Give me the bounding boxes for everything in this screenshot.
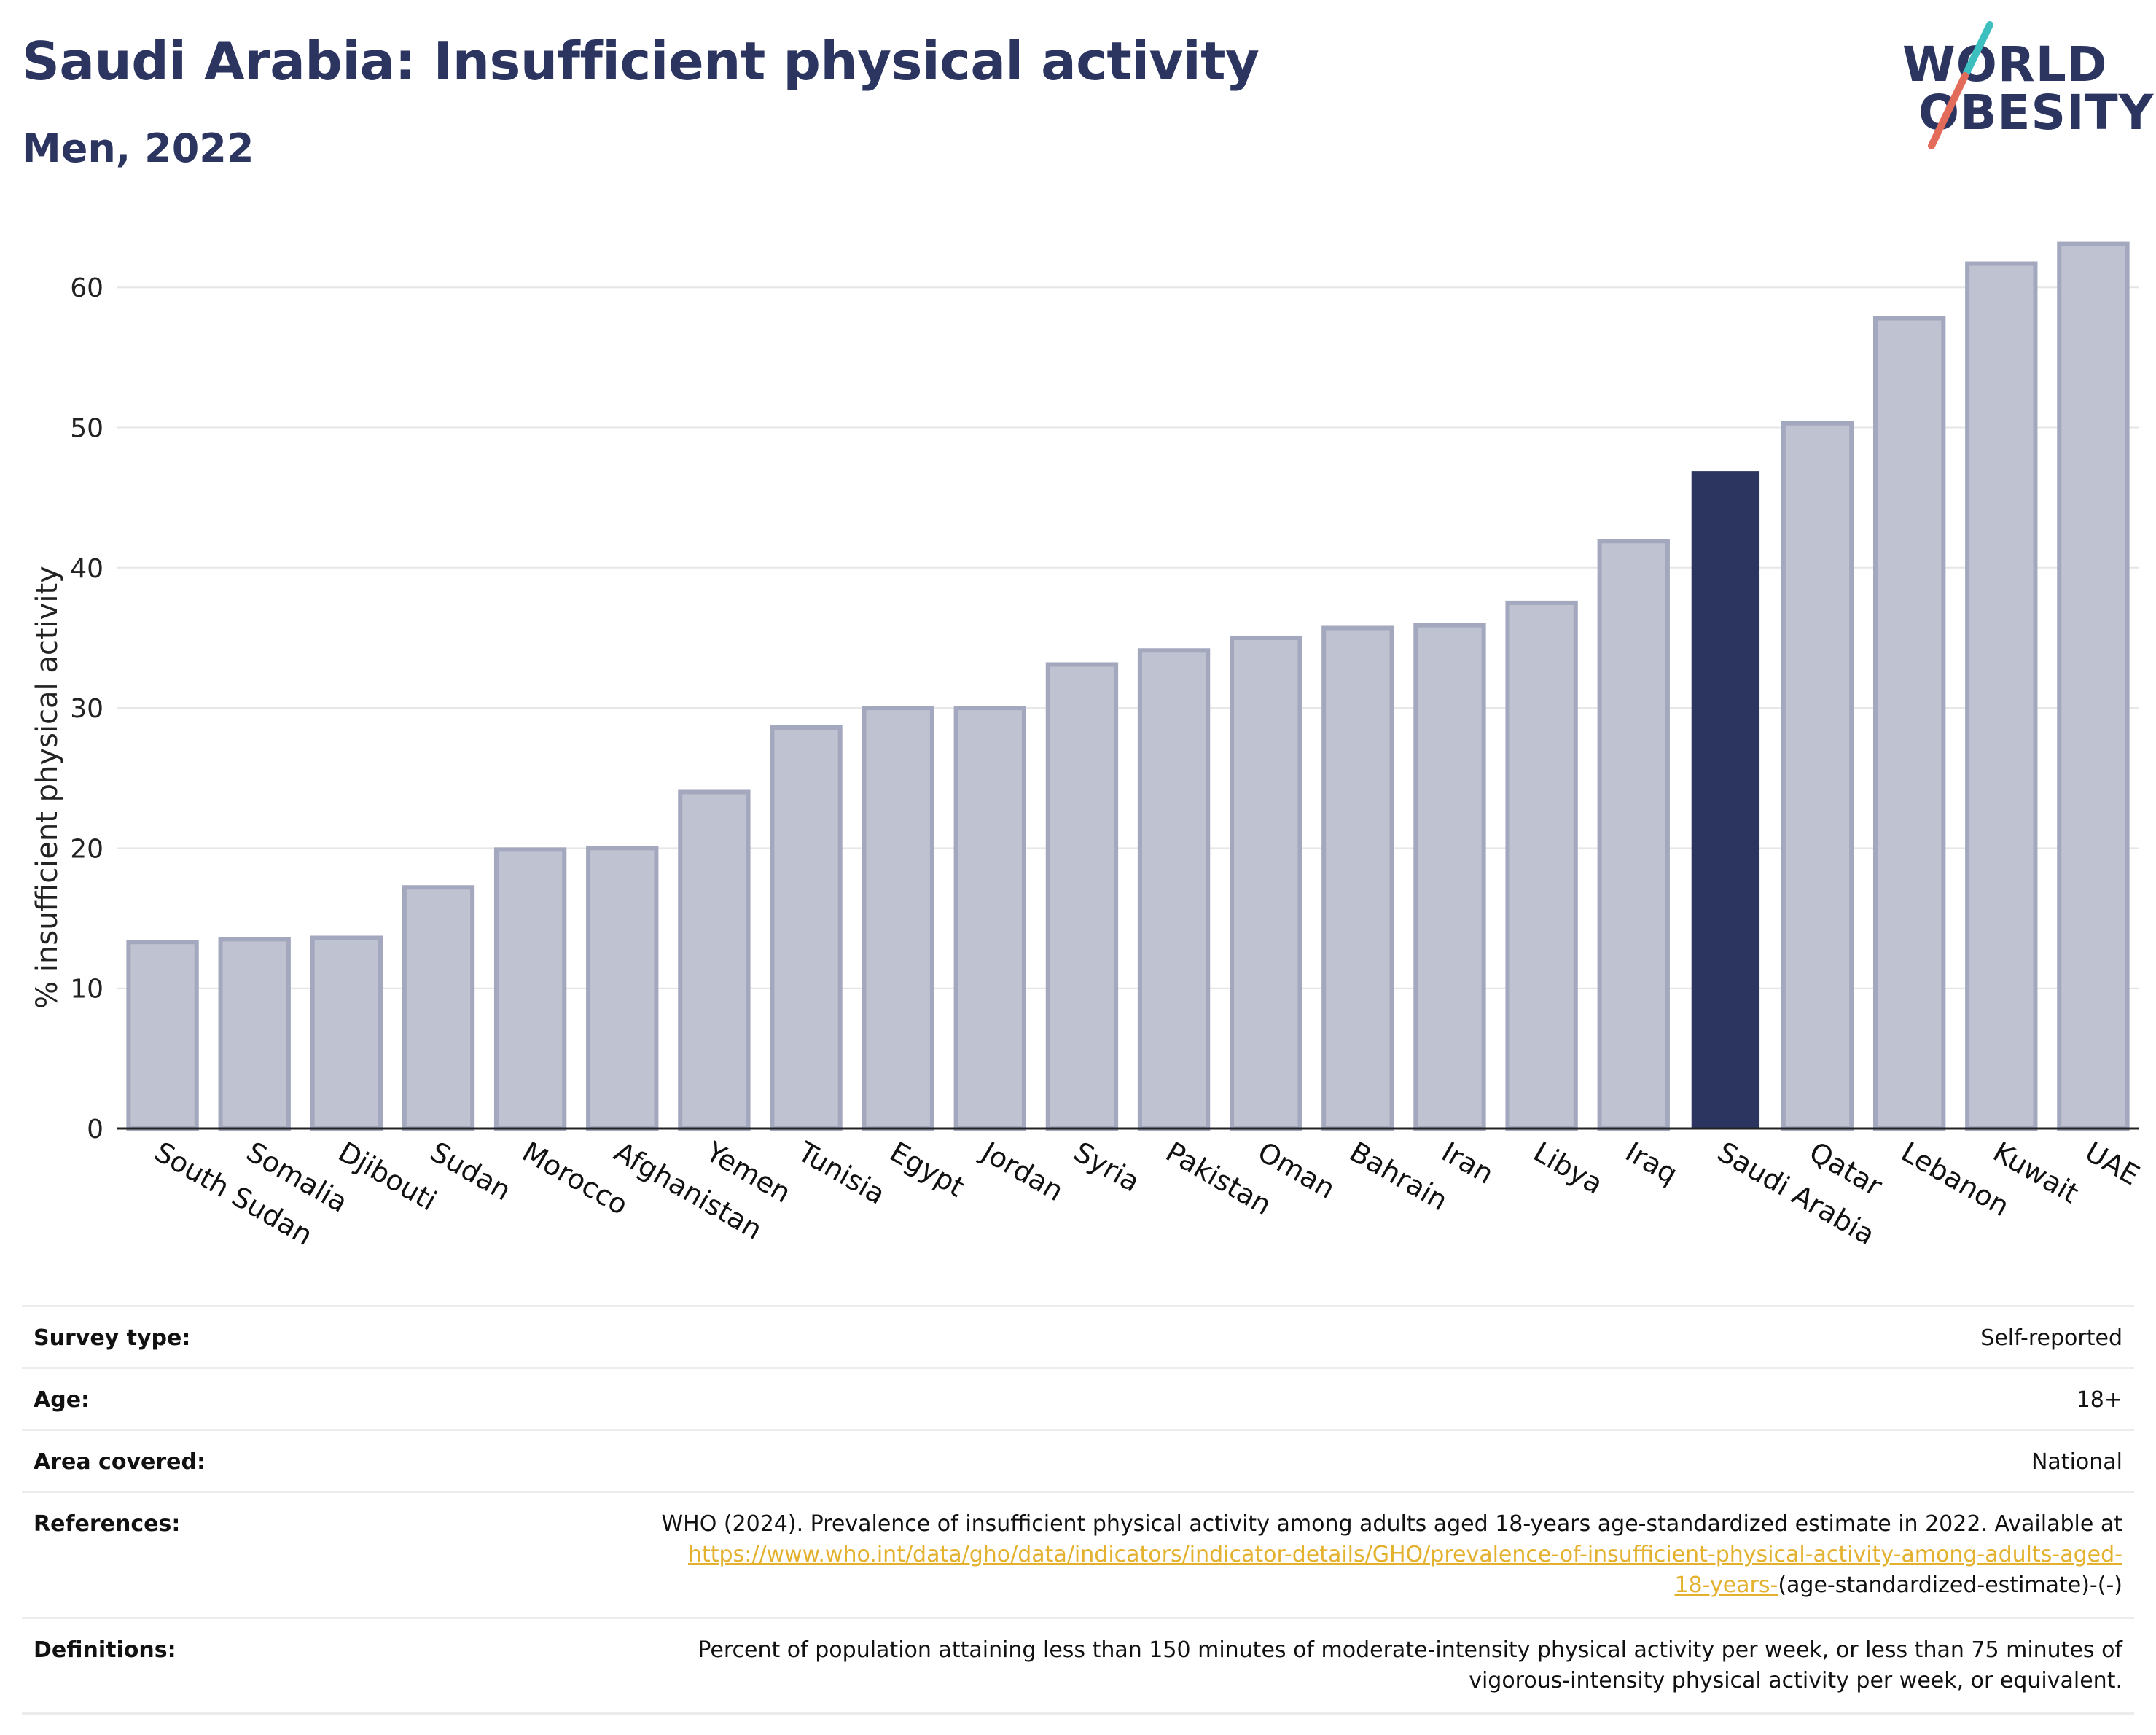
bar-uae (2057, 241, 2130, 1131)
area-value: National (2031, 1449, 2122, 1475)
y-axis-ticks: 0 10 20 30 40 50 60 (70, 273, 103, 1145)
survey-type-value: Self-reported (1980, 1325, 2122, 1351)
x-tick-label: Iran (1436, 1136, 1499, 1190)
bar-kuwait (1965, 261, 2038, 1131)
x-tick-label: Pakistan (1160, 1136, 1277, 1222)
y-tick-label: 0 (87, 1115, 103, 1145)
x-tick-label: Saudi Arabia (1712, 1136, 1880, 1252)
x-tick-label: Sudan (425, 1136, 517, 1207)
page-subtitle: Men, 2022 (22, 125, 254, 171)
bar-chart: 0 10 20 30 40 50 60 South SudanSomaliaDjibouti… (31, 241, 2145, 1252)
x-tick-label: Morocco (517, 1136, 633, 1222)
x-tick-label: South Sudan (149, 1136, 319, 1252)
y-tick-label: 40 (70, 554, 103, 584)
bar-oman (1230, 635, 1302, 1131)
definitions-label: Definitions: (34, 1637, 176, 1663)
y-tick-label: 50 (70, 414, 103, 444)
bar-south-sudan (126, 940, 199, 1131)
bar-iran (1413, 623, 1486, 1131)
age-value: 18+ (2076, 1387, 2122, 1413)
x-tick-label: Tunisia (792, 1135, 891, 1211)
survey-type-label: Survey type: (34, 1325, 191, 1351)
bar-iraq (1597, 539, 1670, 1131)
bar-bahrain (1321, 625, 1394, 1131)
bar-libya (1505, 600, 1578, 1131)
y-tick-label: 10 (70, 975, 103, 1005)
area-label: Area covered: (34, 1449, 206, 1475)
x-tick-label: Egypt (885, 1136, 970, 1204)
info-row-area: Area covered: National (22, 1431, 2134, 1493)
world-obesity-logo: WORLD OBESITY (1902, 20, 2153, 152)
bar-tunisia (770, 725, 843, 1131)
bar-sudan (402, 885, 475, 1131)
logo-slash-icon (1928, 21, 1993, 149)
references-value: WHO (2024). Prevalence of insufficient p… (661, 1509, 2122, 1601)
info-table: Survey type: Self-reported Age: 18+ Area… (22, 1305, 2134, 1715)
x-tick-label: UAE (2079, 1136, 2144, 1192)
x-tick-label: Libya (1528, 1136, 1609, 1201)
references-text: WHO (2024). Prevalence of insufficient p… (661, 1511, 2122, 1537)
bar-syria (1045, 662, 1119, 1131)
info-row-survey-type: Survey type: Self-reported (22, 1307, 2134, 1369)
x-tick-label: Djibouti (333, 1136, 442, 1217)
references-link-cont[interactable]: 18-years- (1674, 1572, 1778, 1598)
info-row-age: Age: 18+ (22, 1369, 2134, 1431)
x-tick-label: Syria (1069, 1136, 1145, 1198)
y-axis-label: % insufficient physical activity (31, 566, 64, 1009)
x-tick-label: Jordan (975, 1135, 1069, 1208)
y-tick-label: 30 (70, 694, 103, 724)
definitions-value: Percent of population attaining less tha… (698, 1637, 2122, 1693)
bar-afghanistan (586, 846, 659, 1131)
page-title: Saudi Arabia: Insufficient physical acti… (22, 31, 1259, 92)
age-label: Age: (34, 1387, 90, 1413)
bar-yemen (678, 789, 751, 1131)
bars (126, 241, 2130, 1131)
bar-qatar (1781, 421, 1854, 1131)
info-row-references: References: WHO (2024). Prevalence of in… (22, 1493, 2134, 1619)
bar-somalia (218, 937, 291, 1131)
y-tick-label: 20 (70, 834, 103, 864)
bar-morocco (493, 847, 567, 1131)
y-tick-label: 60 (70, 273, 103, 303)
bar-pakistan (1137, 648, 1211, 1131)
info-row-definitions: Definitions: Percent of population attai… (22, 1619, 2134, 1715)
logo-line-1: WORLD (1902, 36, 2108, 93)
bar-saudi-arabia (1691, 471, 1760, 1128)
x-tick-label: Iraq (1620, 1136, 1683, 1190)
references-tail: (age-standardized-estimate)-(-) (1778, 1572, 2122, 1598)
bar-djibouti (310, 935, 383, 1131)
bar-egypt (862, 706, 934, 1131)
references-link[interactable]: https://www.who.int/data/gho/data/indica… (688, 1542, 2122, 1567)
x-tick-label: Bahrain (1344, 1136, 1453, 1217)
bar-jordan (953, 706, 1026, 1131)
references-label: References: (34, 1511, 181, 1537)
bar-lebanon (1872, 316, 1946, 1131)
